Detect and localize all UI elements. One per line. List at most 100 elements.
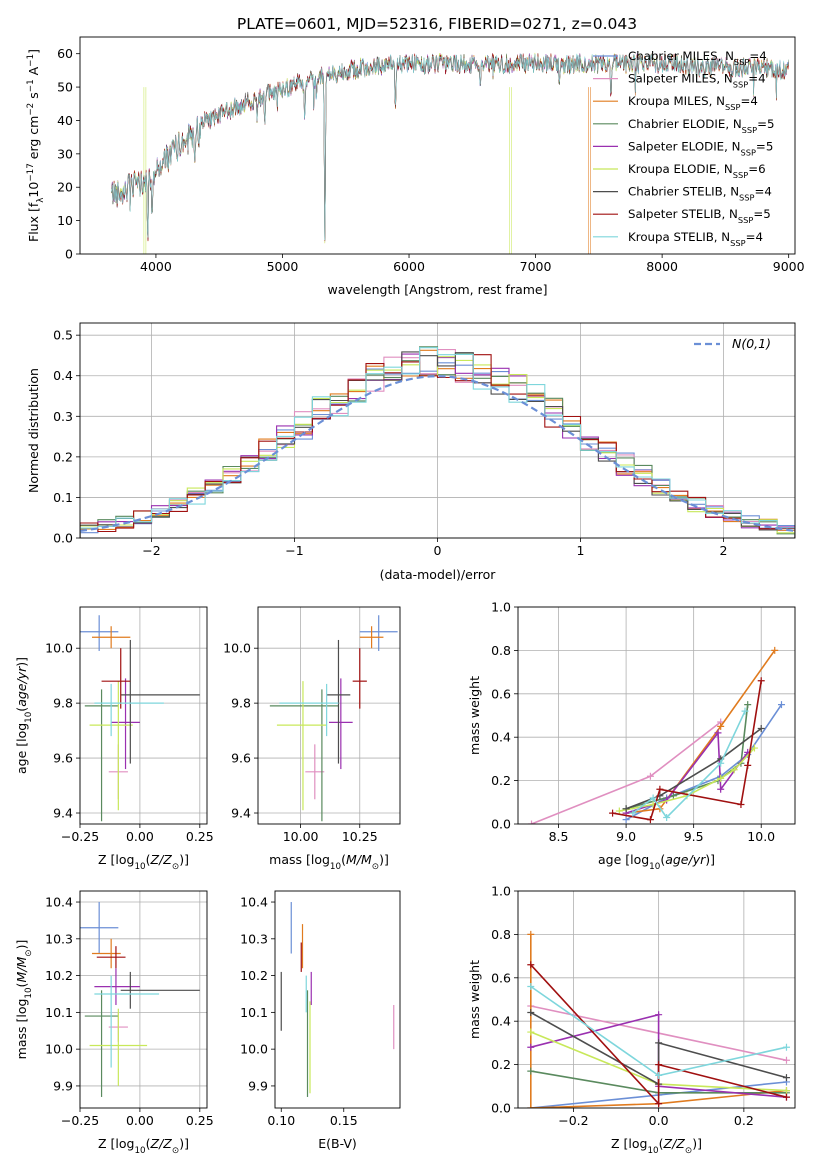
legend-nssp: 4 [764, 185, 772, 199]
y-tick-label: 0.4 [53, 368, 73, 383]
x-tick-label: −2 [142, 543, 160, 558]
y-tick-label: 10.0 [45, 1042, 73, 1057]
errorbar-point [111, 678, 140, 770]
axes-frame [517, 606, 796, 825]
x-tick-label: 0.2 [734, 1113, 754, 1128]
age-vs-mass-panel: 10.00 10.25 9.4 9.6 9.8 10.0 mass [log10(M/M⊙)… [223, 606, 401, 872]
weight-marker [528, 820, 536, 824]
y-tick-label: 9.9 [248, 1078, 268, 1093]
errorbar-point [94, 968, 140, 1006]
x-tick-label: −0.25 [61, 1113, 99, 1128]
x-tick-label: 10.00 [283, 829, 319, 844]
weight-marker [750, 744, 758, 752]
x-axis-label: wavelength [Angstrom, rest frame] [327, 282, 547, 297]
y-tick-label: 0.4 [491, 730, 511, 745]
axes-frame [79, 890, 208, 1109]
weight-line [625, 727, 762, 810]
legend-entry: Salpeter MILES, NSSP=4 [628, 72, 766, 90]
y-tick-label: 0.8 [491, 643, 511, 658]
weight-marker [649, 794, 657, 802]
axes-frame [274, 890, 401, 1109]
figure-title: PLATE=0601, MJD=52316, FIBERID=0271, z=0… [237, 15, 637, 33]
x-tick-label: 0.00 [126, 829, 154, 844]
y-axis-label: mass [log10(M/M⊙)] [14, 940, 34, 1060]
x-tick-label: −0.2 [558, 1113, 588, 1128]
errorbar-point [94, 975, 160, 1068]
weight-lines-group [527, 930, 790, 1108]
weight-marker [656, 785, 664, 793]
y-tick-label: 30 [57, 146, 73, 161]
weight-marker [782, 1043, 790, 1051]
y-tick-label: 0.6 [491, 686, 511, 701]
y-tick-label: 0.8 [491, 927, 511, 942]
weight-line [530, 964, 787, 1106]
weight-marker [717, 759, 725, 767]
x-axis-label: Z [log10(Z/Z⊙)] [98, 1136, 189, 1156]
legend-model-name: Salpeter ELODIE [628, 139, 724, 153]
errorbar-point [120, 639, 200, 764]
tick-group: 0.10 0.15 9.9 10.0 10.1 10.2 10.3 10.4 [240, 895, 358, 1128]
y-tick-label: 0.3 [53, 409, 73, 424]
legend-model-name: Kroupa ELODIE [628, 162, 716, 176]
y-tick-label: 0.5 [53, 328, 73, 343]
legend-entry: Chabrier ELODIE, NSSP=5 [628, 117, 775, 135]
weight-marker [655, 1011, 663, 1019]
errorbar-point [276, 681, 327, 811]
x-tick-label: 9.0 [616, 829, 636, 844]
y-axis-label: age [log10(age/yr)] [14, 657, 34, 774]
y-tick-label: 10.0 [45, 641, 73, 656]
y-tick-label: 10 [57, 213, 73, 228]
weight-marker [609, 809, 617, 817]
y-tick-label: 40 [57, 113, 73, 128]
weight-marker [782, 1074, 790, 1082]
weight-marker [744, 701, 752, 709]
x-axis-label: (data-model)/error [380, 567, 497, 582]
errorbar-group [280, 902, 395, 1097]
y-tick-label: 0.2 [53, 449, 73, 464]
legend-model-name: Salpeter STELIB [628, 207, 722, 221]
x-tick-label: 0.10 [267, 1113, 295, 1128]
weight-marker [622, 805, 630, 813]
legend-nssp: 6 [758, 162, 766, 176]
errorbar-point [80, 615, 119, 651]
y-tick-label: 10.1 [240, 1005, 268, 1020]
legend-model-name: Kroupa MILES [628, 94, 709, 108]
weight-line [612, 680, 762, 821]
y-tick-label: 9.6 [53, 751, 73, 766]
legend-nssp: 4 [759, 49, 767, 63]
spectrum-series-kroupa-stelib [111, 53, 789, 241]
y-tick-label: 10.1 [45, 1005, 73, 1020]
errorbar-point [120, 971, 200, 1009]
weight-marker [629, 809, 637, 817]
y-tick-label: 9.4 [53, 806, 73, 821]
weight-marker [527, 1067, 535, 1075]
normal-reference-curve [80, 375, 795, 532]
weight-marker [663, 813, 671, 821]
weight-marker [730, 766, 738, 774]
spectrum-panel: 4000 5000 6000 7000 8000 9000 0 10 20 30 40 50 60 Cha… [26, 36, 805, 297]
errorbar-point [80, 902, 119, 954]
legend-model-name: Salpeter MILES [628, 72, 716, 86]
x-tick-label: 0 [434, 543, 442, 558]
errorbar-point [352, 648, 367, 709]
errorbar-point [329, 678, 353, 770]
y-tick-label: 10.0 [223, 641, 251, 656]
y-axis-label: Normed distribution [26, 368, 41, 493]
errorbar-point [84, 990, 119, 1097]
legend-nssp: 5 [763, 207, 771, 221]
y-tick-label: 0.2 [491, 1057, 511, 1072]
x-axis-label: E(B-V) [318, 1136, 357, 1151]
errorbar-point [96, 946, 126, 969]
errorbar-group [80, 902, 200, 1097]
weight-vs-age-panel: 8.5 9.0 9.5 10.0 0.0 0.2 0.4 0.6 0.8 1.0 age [log1… [467, 600, 796, 872]
weight-marker [757, 725, 765, 733]
legend-entry: Kroupa STELIB, NSSP=4 [628, 230, 763, 248]
y-tick-label: 9.8 [53, 696, 73, 711]
x-axis-label: Z [log10(Z/Z⊙)] [611, 1136, 702, 1156]
weight-marker [527, 930, 535, 938]
weight-marker [744, 761, 752, 769]
weight-marker [646, 816, 654, 824]
weight-marker [615, 807, 623, 815]
errorbar-point [305, 744, 325, 800]
weight-marker [757, 677, 765, 685]
